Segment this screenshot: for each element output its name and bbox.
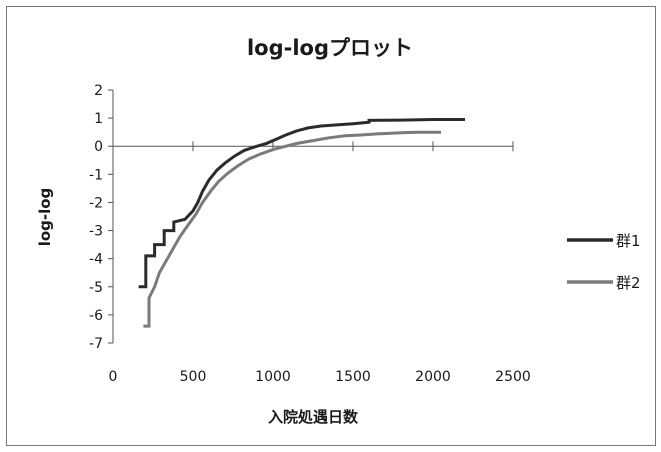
legend-label-2: 群2 [616, 274, 641, 292]
x-tick-label: 500 [180, 369, 207, 385]
legend: 群1 群2 [567, 232, 641, 292]
y-tick-label: -5 [89, 280, 103, 296]
series-line-1 [138, 118, 465, 289]
x-tick-label: 1500 [335, 369, 371, 385]
chart-frame [6, 6, 656, 446]
x-axis-label: 入院処遇日数 [268, 408, 359, 426]
y-tick-label: -6 [89, 308, 103, 324]
y-tick-label: -4 [89, 252, 103, 268]
series-line-2 [143, 130, 441, 328]
y-tick-label: 0 [94, 139, 103, 155]
y-axis-label: log-log [36, 188, 54, 247]
axes: 2 1 0 -1 -2 -3 -4 -5 -6 -7 0 500 1000 1500 2000 2500 [89, 83, 531, 385]
legend-label-1: 群1 [616, 232, 641, 250]
y-tick-label: 2 [94, 83, 103, 99]
x-tick-label: 2500 [495, 369, 531, 385]
y-tick-label: 1 [94, 111, 103, 127]
chart-title: log-logプロット [247, 36, 413, 60]
series-layer [138, 118, 465, 328]
y-tick-label: -3 [89, 224, 103, 240]
x-tick-label: 1000 [255, 369, 291, 385]
y-tick-label: -1 [89, 167, 103, 183]
y-tick-label: -2 [89, 195, 103, 211]
y-tick-label: -7 [89, 336, 103, 352]
x-tick-label: 0 [109, 369, 118, 385]
x-tick-label: 2000 [415, 369, 451, 385]
